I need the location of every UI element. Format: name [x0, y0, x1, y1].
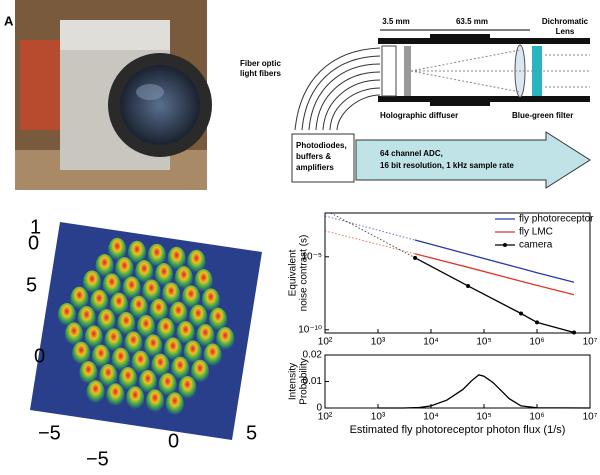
label: light fibers [240, 69, 281, 78]
x-tick-label: 10⁵ [476, 412, 491, 423]
legend-label: fly photoreceptor [519, 214, 594, 225]
series-line [415, 258, 574, 333]
y-tick-label: 10⁻¹⁰ [298, 324, 322, 335]
series-line [378, 375, 590, 408]
label: Holographic diffuser [380, 111, 458, 120]
x-tick-label: 10⁶ [529, 412, 544, 423]
label: buffers & [296, 152, 331, 161]
tick-label: −5 [86, 448, 109, 470]
label: Dichromatic [542, 17, 589, 26]
tick-label: −5 [38, 422, 61, 444]
surface-bump [87, 380, 105, 404]
label: Photodiodes, [296, 141, 347, 150]
optics-diagram: 3.5 mm 63.5 mm Dichromatic Lens Fiber op… [240, 17, 590, 188]
x-tick-label: 10³ [371, 412, 386, 423]
point [535, 320, 539, 324]
y-axis-label: Probability [299, 358, 310, 405]
legend-label: fly LMC [519, 227, 553, 238]
extrapolation [325, 231, 415, 254]
point [466, 284, 470, 288]
tick-label: 0 [28, 232, 39, 254]
y-tick-label: 0 [316, 403, 322, 414]
tick-label: 5 [246, 422, 257, 444]
x-tick-label: 10⁷ [583, 412, 598, 423]
label: 64 channel ADC, [380, 149, 443, 158]
label: amplifiers [296, 163, 334, 172]
x-tick-label: 10³ [371, 337, 386, 348]
legend-marker [503, 243, 507, 247]
surface-bump [166, 392, 184, 416]
tick-label: 5 [26, 274, 37, 296]
point [572, 330, 576, 334]
series-line [415, 254, 574, 295]
x-tick-label: 10⁶ [529, 337, 544, 348]
figure: A 3.5 mm 63.5 mm Dichromatic Lens Fiber … [0, 0, 600, 470]
label: Lens [556, 27, 575, 36]
x-axis-label: Estimated fly photoreceptor photon flux … [350, 424, 566, 436]
label: Fiber optic [240, 59, 281, 68]
x-tick-label: 10⁴ [423, 337, 438, 348]
y-axis-label: Intensity [288, 363, 299, 400]
dimension: 63.5 mm [456, 17, 488, 26]
surface-bump [106, 383, 124, 407]
x-tick-label: 10⁴ [423, 412, 438, 423]
y-axis-label: Equivalent [288, 249, 299, 296]
surface-plot [30, 222, 262, 440]
x-tick-label: 10² [318, 337, 333, 348]
point [413, 256, 417, 260]
panel-label: A [4, 13, 14, 28]
legend-label: camera [519, 240, 553, 251]
surface-bump [126, 386, 144, 410]
dimension: 3.5 mm [382, 17, 410, 26]
plot-frame [325, 355, 590, 408]
x-tick-label: 10⁷ [583, 337, 598, 348]
x-tick-label: 10⁵ [476, 337, 491, 348]
tick-label: 0 [168, 430, 179, 452]
y-axis-label: noise contrast (s) [299, 235, 310, 312]
tick-label: 0 [34, 345, 45, 367]
point [519, 312, 523, 316]
label: 16 bit resolution, 1 kHz sample rate [380, 161, 514, 170]
label: Blue-green filter [512, 111, 573, 120]
surface-bump [146, 389, 164, 413]
extrapolation [325, 216, 415, 240]
camera-photo [15, 0, 212, 190]
